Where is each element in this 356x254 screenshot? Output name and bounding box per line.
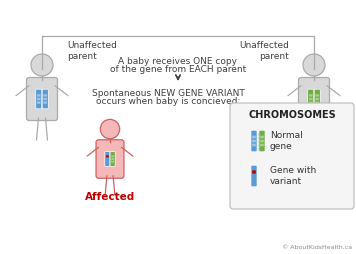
FancyBboxPatch shape [315,101,319,104]
FancyBboxPatch shape [315,94,319,97]
FancyBboxPatch shape [111,155,114,157]
Text: Gene with
variant: Gene with variant [270,166,316,186]
FancyBboxPatch shape [309,98,313,100]
FancyBboxPatch shape [26,77,58,120]
Text: occurs when baby is concieved:: occurs when baby is concieved: [96,98,240,106]
Text: CHROMOSOMES: CHROMOSOMES [248,110,336,120]
FancyBboxPatch shape [251,130,257,152]
FancyBboxPatch shape [111,158,114,160]
FancyBboxPatch shape [111,161,114,163]
Circle shape [303,54,325,76]
FancyBboxPatch shape [315,98,319,100]
Circle shape [31,54,53,76]
FancyBboxPatch shape [251,165,257,187]
FancyBboxPatch shape [309,101,313,104]
FancyBboxPatch shape [43,101,47,104]
Text: Normal
gene: Normal gene [270,131,303,151]
FancyBboxPatch shape [252,140,256,142]
FancyBboxPatch shape [259,130,265,152]
Text: Affected: Affected [85,192,135,202]
FancyBboxPatch shape [110,152,115,166]
Circle shape [100,119,120,139]
FancyBboxPatch shape [43,98,47,100]
Text: of the gene from EACH parent: of the gene from EACH parent [110,66,246,74]
Text: © AboutKidsHealth.ca: © AboutKidsHealth.ca [282,245,352,250]
FancyBboxPatch shape [105,152,110,166]
FancyBboxPatch shape [37,94,41,97]
FancyBboxPatch shape [42,89,48,109]
FancyBboxPatch shape [230,103,354,209]
Text: Spontaneous NEW GENE VARIANT: Spontaneous NEW GENE VARIANT [91,88,244,98]
FancyBboxPatch shape [43,94,47,97]
FancyBboxPatch shape [36,89,42,109]
Text: Unaffected
parent: Unaffected parent [239,41,289,61]
FancyBboxPatch shape [96,140,124,178]
FancyBboxPatch shape [308,89,314,109]
Text: A baby receives ONE copy: A baby receives ONE copy [119,56,237,66]
FancyBboxPatch shape [252,144,256,146]
FancyBboxPatch shape [298,77,330,120]
FancyBboxPatch shape [106,155,109,157]
FancyBboxPatch shape [252,136,256,138]
FancyBboxPatch shape [260,140,264,142]
FancyBboxPatch shape [314,89,320,109]
FancyBboxPatch shape [37,98,41,100]
FancyBboxPatch shape [309,94,313,97]
FancyBboxPatch shape [252,170,256,173]
Text: Unaffected
parent: Unaffected parent [67,41,117,61]
FancyBboxPatch shape [37,101,41,104]
FancyBboxPatch shape [260,136,264,138]
FancyBboxPatch shape [260,144,264,146]
